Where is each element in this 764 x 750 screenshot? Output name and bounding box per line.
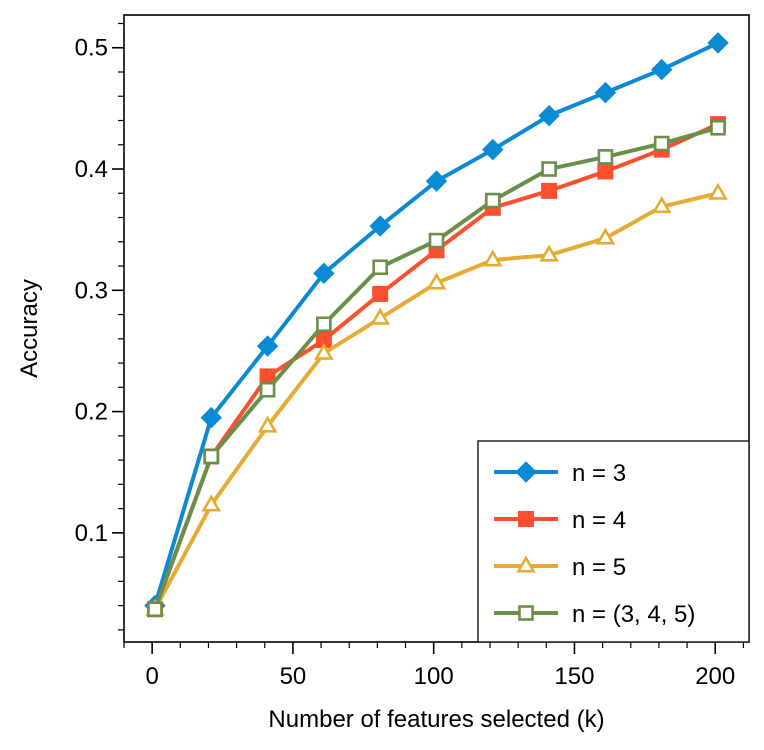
axes-frame (123, 14, 750, 643)
legend-marker (518, 511, 534, 527)
data-point (539, 244, 559, 262)
legend-marker (515, 461, 537, 483)
y-tick-label: 0.4 (75, 156, 108, 183)
y-tick-label: 0.2 (75, 399, 108, 426)
data-point (372, 259, 388, 276)
data-point (595, 227, 616, 245)
data-point (425, 170, 448, 192)
data-point (482, 249, 503, 267)
x-tick-label: 100 (414, 663, 454, 690)
legend-marker (518, 605, 534, 621)
data-point (200, 406, 222, 429)
y-tick-label: 0.5 (75, 35, 108, 62)
data-point (651, 58, 673, 81)
data-point (710, 119, 726, 136)
legend-label: n = 3 (572, 460, 626, 487)
series-1 (144, 32, 729, 617)
legend: n = 3 n = 4 n = 5 n = (3, 4, 5) (477, 440, 750, 643)
data-point (594, 81, 617, 104)
legend-entry: n = 3 (494, 460, 626, 487)
data-point (653, 135, 670, 152)
data-point (538, 104, 560, 127)
data-point (485, 192, 501, 209)
series-3 (145, 182, 728, 616)
y-tick-label: 0.3 (75, 277, 108, 304)
y-tick-label: 0.1 (75, 520, 108, 547)
x-tick-label: 200 (695, 663, 735, 690)
data-point (708, 182, 728, 200)
data-point (370, 307, 391, 325)
data-point (541, 161, 557, 177)
y-axis: 0.1 0.2 0.3 0.4 0.5 (75, 22, 124, 631)
data-point (256, 335, 279, 357)
x-tick-label: 150 (554, 663, 594, 690)
data-point (369, 215, 391, 237)
data-point (482, 138, 504, 161)
legend-marker (516, 555, 536, 573)
legend-entry: n = 4 (494, 507, 626, 534)
legend-entry: n = (3, 4, 5) (494, 601, 695, 628)
x-axis: 0 50 100 150 200 (123, 642, 744, 690)
data-point (428, 232, 445, 249)
data-point (597, 149, 614, 165)
plot-area (144, 32, 729, 618)
data-point (203, 448, 220, 465)
legend-label: n = 5 (572, 554, 626, 581)
data-point (201, 494, 222, 512)
x-tick-label: 50 (280, 663, 307, 690)
y-axis-title: Accuracy (16, 279, 43, 378)
legend-entry: n = 5 (494, 554, 626, 581)
series-4 (147, 119, 726, 618)
data-point (597, 163, 614, 180)
x-tick-label: 0 (145, 663, 158, 690)
data-point (651, 196, 672, 214)
data-point (147, 601, 163, 618)
data-point (257, 415, 278, 433)
data-point (707, 32, 729, 54)
data-point (316, 316, 332, 333)
data-point (259, 381, 276, 398)
data-point (372, 285, 389, 302)
x-axis-title: Number of features selected (k) (268, 706, 604, 733)
data-point (541, 182, 558, 199)
data-point (426, 272, 447, 290)
legend-label: n = 4 (572, 507, 626, 534)
data-point (314, 342, 334, 360)
data-point (313, 262, 335, 285)
legend-label: n = (3, 4, 5) (572, 601, 695, 628)
